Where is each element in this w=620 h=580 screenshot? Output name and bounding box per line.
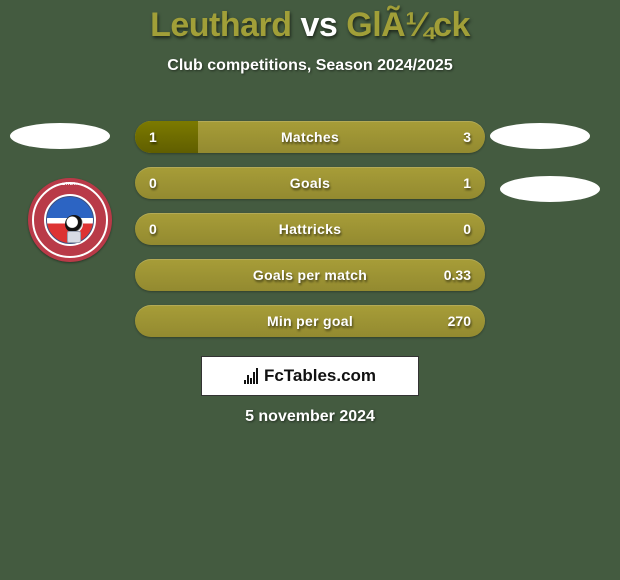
stat-row: 01Goals	[135, 167, 485, 199]
right-logo-placeholder-1	[490, 123, 590, 149]
club-badge: SPIELVEREINIGUNG	[28, 178, 112, 262]
club-badge-text: SPIELVEREINIGUNG	[32, 181, 108, 187]
stat-label: Min per goal	[135, 305, 485, 337]
stat-row: 13Matches	[135, 121, 485, 153]
stat-label: Goals per match	[135, 259, 485, 291]
stat-row: 00Hattricks	[135, 213, 485, 245]
brand-box[interactable]: FcTables.com	[201, 356, 419, 396]
title-row: Leuthard vs GlÃ¼ck	[0, 0, 620, 45]
stat-label: Hattricks	[135, 213, 485, 245]
club-badge-stand-icon	[67, 231, 81, 243]
date-text: 5 november 2024	[245, 408, 375, 425]
right-logo-placeholder-2	[500, 176, 600, 202]
subtitle-row: Club competitions, Season 2024/2025	[0, 57, 620, 75]
subtitle-text: Club competitions, Season 2024/2025	[167, 57, 452, 74]
stat-label: Matches	[135, 121, 485, 153]
date-bar: 5 november 2024	[0, 408, 620, 426]
bottom-spacer	[0, 440, 620, 580]
stats-area: 13Matches 01Goals 00Hattricks 0.33Goals per…	[135, 121, 485, 351]
brand-bars-icon	[244, 368, 258, 384]
brand-text: FcTables.com	[264, 366, 376, 386]
title: Leuthard vs GlÃ¼ck	[150, 6, 470, 45]
title-vs: vs	[301, 6, 338, 44]
stat-row: 0.33Goals per match	[135, 259, 485, 291]
stat-row: 270Min per goal	[135, 305, 485, 337]
left-logo-placeholder	[10, 123, 110, 149]
club-badge-inner	[46, 196, 94, 244]
title-player2: GlÃ¼ck	[346, 6, 470, 44]
title-player1: Leuthard	[150, 6, 291, 44]
stat-label: Goals	[135, 167, 485, 199]
comparison-card: { "colors": { "background": "#445b40", "…	[0, 0, 620, 580]
